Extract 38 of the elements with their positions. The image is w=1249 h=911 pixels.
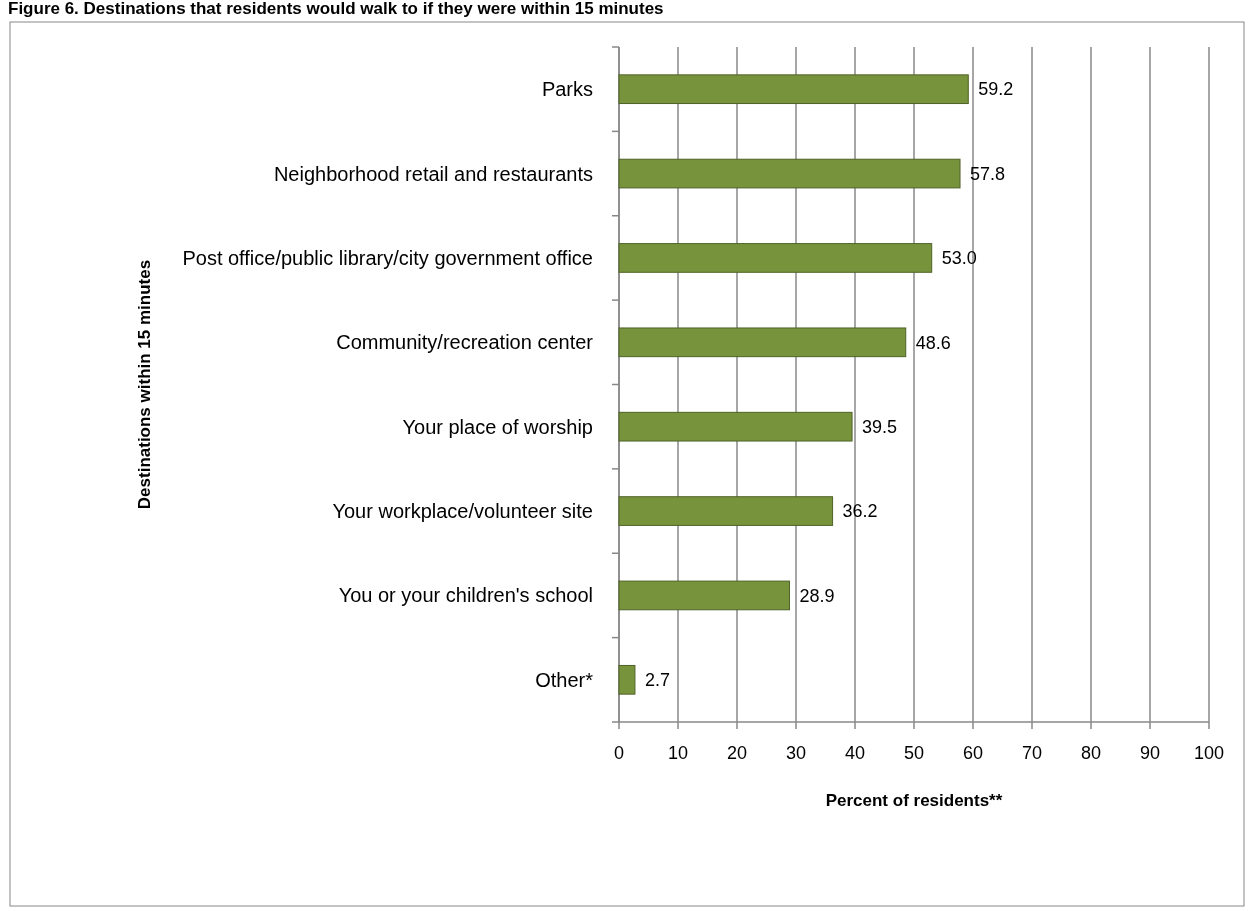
y-axis-title: Destinations within 15 minutes	[135, 259, 154, 510]
x-tick-label: 70	[1021, 743, 1043, 763]
x-tick-label: 20	[726, 743, 748, 763]
x-tick-label: 100	[1193, 743, 1225, 763]
y-tick-label: Post office/public library/city government office	[182, 246, 593, 269]
y-tick-label: Neighborhood retail and restaurants	[273, 162, 593, 185]
x-tick-label: 10	[667, 743, 689, 763]
y-tick-label: Other*	[535, 668, 594, 691]
y-tick-label: You or your children's school	[338, 584, 593, 607]
bar	[618, 664, 636, 695]
y-tick-label: Your workplace/volunteer site	[332, 500, 593, 523]
bar	[618, 74, 969, 105]
data-label: 48.6	[915, 332, 951, 353]
data-label: 2.7	[644, 670, 670, 691]
y-tick-label: Community/recreation center	[336, 331, 594, 354]
data-label: 39.5	[862, 416, 898, 437]
bar	[618, 327, 907, 358]
bar	[618, 243, 933, 273]
bar	[618, 411, 853, 442]
y-tick-label: Parks	[541, 78, 593, 101]
bar	[618, 158, 961, 189]
text: Figure 6. Destinations that residents would walk to if they were within 15 minutes	[8, 0, 664, 18]
data-label: 53.0	[941, 248, 977, 269]
data-label: 28.9	[799, 585, 835, 606]
data-label: 59.2	[978, 79, 1014, 100]
data-label: 36.2	[842, 501, 878, 522]
x-axis-title: Percent of residents**	[825, 791, 1003, 810]
x-tick-label: 30	[785, 743, 807, 763]
x-tick-label: 60	[962, 743, 984, 763]
y-tick-label: Your place of worship	[402, 415, 593, 438]
data-label: 57.8	[970, 163, 1006, 184]
bar	[618, 496, 834, 526]
x-tick-label: 0	[613, 743, 625, 763]
x-tick-label: 80	[1080, 743, 1102, 763]
x-tick-label: 90	[1139, 743, 1161, 763]
bar	[618, 580, 791, 611]
x-tick-label: 50	[903, 743, 925, 763]
x-tick-label: 40	[844, 743, 866, 763]
